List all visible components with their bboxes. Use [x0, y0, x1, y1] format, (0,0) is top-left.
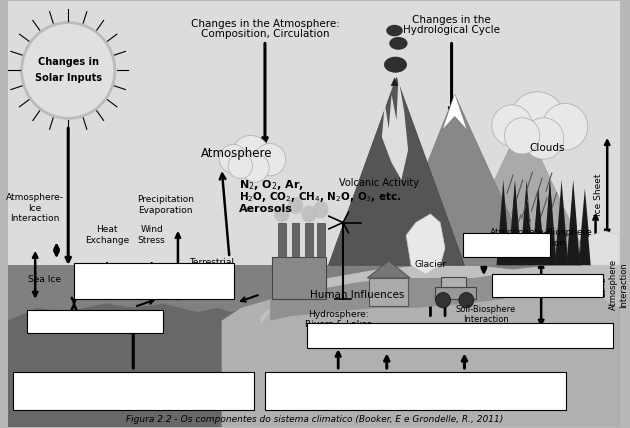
- Text: Soil-Biosphere
Interaction: Soil-Biosphere Interaction: [455, 305, 516, 324]
- Text: Hydrosphere:
Rivers & Lakes: Hydrosphere: Rivers & Lakes: [305, 310, 372, 330]
- Text: Atmosphere-
Ice
Interaction: Atmosphere- Ice Interaction: [6, 193, 64, 223]
- Bar: [462, 233, 550, 257]
- Polygon shape: [509, 184, 521, 265]
- Polygon shape: [443, 95, 466, 129]
- Polygon shape: [581, 231, 620, 265]
- Polygon shape: [521, 197, 532, 265]
- Polygon shape: [496, 188, 510, 265]
- Polygon shape: [508, 197, 522, 265]
- Bar: [307, 323, 613, 348]
- Circle shape: [459, 292, 474, 308]
- Bar: [435, 286, 476, 299]
- Polygon shape: [498, 193, 509, 265]
- Polygon shape: [556, 193, 568, 265]
- Text: Glacier: Glacier: [415, 260, 447, 269]
- Text: Heat
Exchange: Heat Exchange: [85, 225, 129, 245]
- Text: Land-
Atmosphere
Interaction: Land- Atmosphere Interaction: [598, 259, 628, 310]
- Polygon shape: [222, 270, 620, 427]
- Text: Solar Inputs: Solar Inputs: [35, 74, 101, 83]
- Text: Atmosphere-Biosphere
Interaction: Atmosphere-Biosphere Interaction: [490, 228, 593, 248]
- Text: Volcanic Activity: Volcanic Activity: [339, 178, 419, 188]
- Circle shape: [492, 105, 532, 146]
- Text: Changes in the Ocean:
Circulation, Sea Level, Biogeochemistry: Changes in the Ocean: Circulation, Sea L…: [43, 381, 224, 400]
- Bar: [305, 223, 313, 257]
- Text: Land Surface: Land Surface: [511, 280, 583, 290]
- Polygon shape: [328, 77, 464, 265]
- Polygon shape: [260, 265, 620, 325]
- Polygon shape: [367, 261, 410, 278]
- Text: Changes in the Atmosphere:: Changes in the Atmosphere:: [190, 19, 340, 29]
- Ellipse shape: [274, 205, 290, 223]
- Text: Atmosphere: Atmosphere: [200, 147, 272, 160]
- Circle shape: [255, 143, 286, 176]
- Polygon shape: [579, 197, 591, 265]
- Bar: [265, 372, 566, 410]
- Circle shape: [435, 292, 450, 308]
- Text: Wind
Stress: Wind Stress: [138, 225, 166, 245]
- Ellipse shape: [313, 201, 328, 218]
- Polygon shape: [568, 184, 579, 265]
- Text: Sea Ice: Sea Ice: [28, 275, 61, 284]
- Polygon shape: [387, 95, 532, 265]
- Text: Biosphere: Biosphere: [478, 240, 534, 250]
- Text: Aerosols: Aerosols: [239, 204, 293, 214]
- Text: Terrestrial
Radiation: Terrestrial Radiation: [190, 258, 234, 277]
- Text: N$_2$, O$_2$, Ar,: N$_2$, O$_2$, Ar,: [239, 178, 304, 192]
- Bar: [278, 223, 286, 257]
- Text: Ice-Ocean Coupling: Ice-Ocean Coupling: [51, 317, 140, 326]
- Text: Composition, Circulation: Composition, Circulation: [201, 29, 329, 39]
- Polygon shape: [455, 120, 591, 265]
- Circle shape: [219, 144, 248, 173]
- Circle shape: [524, 118, 564, 159]
- Bar: [8, 1, 620, 333]
- Polygon shape: [543, 188, 557, 265]
- Text: Clouds: Clouds: [529, 143, 564, 153]
- Text: Figura 2.2 - Os componentes do sistema climatico (Booker, E e Grondelle, R., 201: Figura 2.2 - Os componentes do sistema c…: [127, 415, 503, 424]
- Bar: [28, 310, 163, 333]
- Circle shape: [542, 104, 588, 150]
- Ellipse shape: [288, 197, 303, 214]
- Ellipse shape: [386, 25, 403, 36]
- Circle shape: [232, 135, 270, 175]
- Text: Hydrological Cycle: Hydrological Cycle: [403, 25, 500, 35]
- Text: Precipitation
Evaporation: Precipitation Evaporation: [137, 195, 194, 215]
- Polygon shape: [270, 274, 503, 321]
- Circle shape: [21, 23, 115, 118]
- Bar: [272, 257, 326, 299]
- Polygon shape: [8, 265, 265, 427]
- Text: H$_2$O, CO$_2$, CH$_4$, N$_2$O, O$_3$, etc.: H$_2$O, CO$_2$, CH$_4$, N$_2$O, O$_3$, e…: [239, 190, 401, 204]
- Text: Hydrosphere:
Ocean: Hydrosphere: Ocean: [116, 269, 191, 291]
- Polygon shape: [406, 214, 445, 274]
- Polygon shape: [566, 188, 580, 265]
- Polygon shape: [532, 188, 544, 265]
- Polygon shape: [387, 77, 403, 95]
- Circle shape: [241, 153, 269, 182]
- Polygon shape: [532, 180, 545, 265]
- Ellipse shape: [389, 37, 408, 50]
- Ellipse shape: [384, 56, 407, 73]
- Bar: [441, 277, 466, 286]
- Polygon shape: [382, 77, 408, 180]
- Polygon shape: [520, 188, 534, 265]
- Bar: [8, 265, 620, 427]
- Text: Changes in the Cryosphere:
Snow, Frozen Ground, Sea Ice, Ice Sheets, Glaciers: Changes in the Cryosphere: Snow, Frozen …: [358, 325, 561, 345]
- Bar: [292, 223, 299, 257]
- Ellipse shape: [301, 205, 317, 223]
- Text: Changes in the: Changes in the: [412, 15, 491, 25]
- Bar: [317, 223, 324, 257]
- Polygon shape: [544, 180, 556, 265]
- Text: Changes in: Changes in: [38, 57, 99, 68]
- Text: Ice Sheet: Ice Sheet: [594, 174, 603, 216]
- Circle shape: [510, 92, 565, 149]
- Polygon shape: [578, 188, 592, 265]
- Text: Changes in/on the Land Surface:
Orography, Land Use, Vegetation, Ecosystems: Changes in/on the Land Surface: Orograph…: [311, 381, 520, 400]
- Circle shape: [505, 118, 540, 154]
- Text: Human Influences: Human Influences: [311, 290, 405, 300]
- Bar: [74, 263, 234, 299]
- Polygon shape: [555, 180, 568, 265]
- Circle shape: [228, 153, 253, 178]
- Bar: [491, 274, 604, 297]
- Bar: [369, 278, 408, 306]
- Bar: [13, 372, 254, 410]
